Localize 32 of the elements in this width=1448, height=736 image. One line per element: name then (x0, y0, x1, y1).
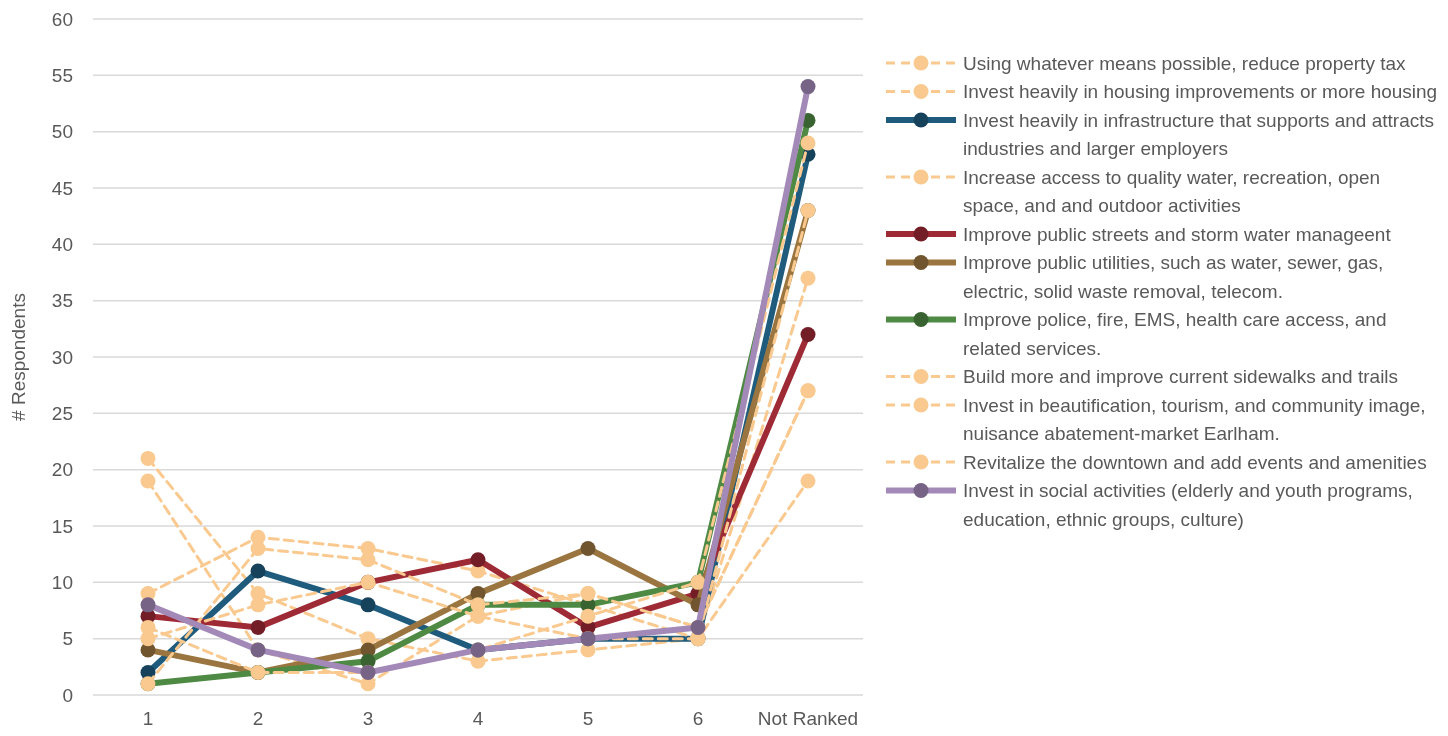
legend-label: Using whatever means possible, reduce property tax (963, 52, 1406, 74)
legend-label: Invest in beautification, tourism, and community image, nuisance abatement-market Earlham. (963, 394, 1426, 445)
y-tick-label: 5 (62, 628, 73, 650)
x-tick-label: 2 (252, 708, 264, 729)
legend-label: Invest heavily in housing improvements or more housing (963, 81, 1438, 103)
y-tick-label: 0 (62, 684, 73, 706)
x-tick-label: Not Ranked (757, 708, 859, 729)
y-tick-label: 10 (51, 571, 73, 593)
x-tick-label: 3 (362, 708, 374, 729)
legend-label: Improve public streets and storm water manageent (963, 223, 1392, 245)
y-tick-label: 60 (51, 8, 73, 30)
y-tick-label: 55 (51, 64, 73, 86)
legend-label: Increase access to quality water, recreation, open space, and and outdoor activities (963, 166, 1381, 217)
y-axis-title: # Respondents (8, 293, 29, 421)
y-tick-label: 45 (51, 177, 73, 199)
x-tick-label: 4 (472, 708, 484, 729)
y-tick-label: 15 (51, 515, 73, 537)
legend-label: Improve public utilities, such as water, sewer, gas, electric, solid waste removal, telecom. (963, 252, 1384, 302)
y-tick-label: 30 (51, 346, 73, 368)
legend-label: Revitalize the downtown and add events and amenities (963, 451, 1427, 473)
legend-label: Improve police, fire, EMS, health care access, and related services. (963, 309, 1387, 359)
y-tick-label: 20 (51, 459, 73, 481)
legend-label: Build more and improve current sidewalks and trails (963, 366, 1399, 388)
x-tick-label: 1 (142, 708, 154, 729)
y-tick-label: 40 (51, 233, 73, 255)
y-tick-label: 50 (51, 121, 73, 143)
legend-label: Invest in social activities (elderly and youth programs, education, ethnic groups, culture) (963, 480, 1413, 530)
y-tick-label: 25 (51, 402, 73, 424)
x-tick-label: 6 (692, 708, 704, 729)
y-tick-label: 35 (51, 290, 73, 312)
legend-label: Invest heavily in infrastructure that supports and attracts industries and larger employers (963, 109, 1435, 160)
x-tick-label: 5 (582, 708, 594, 729)
